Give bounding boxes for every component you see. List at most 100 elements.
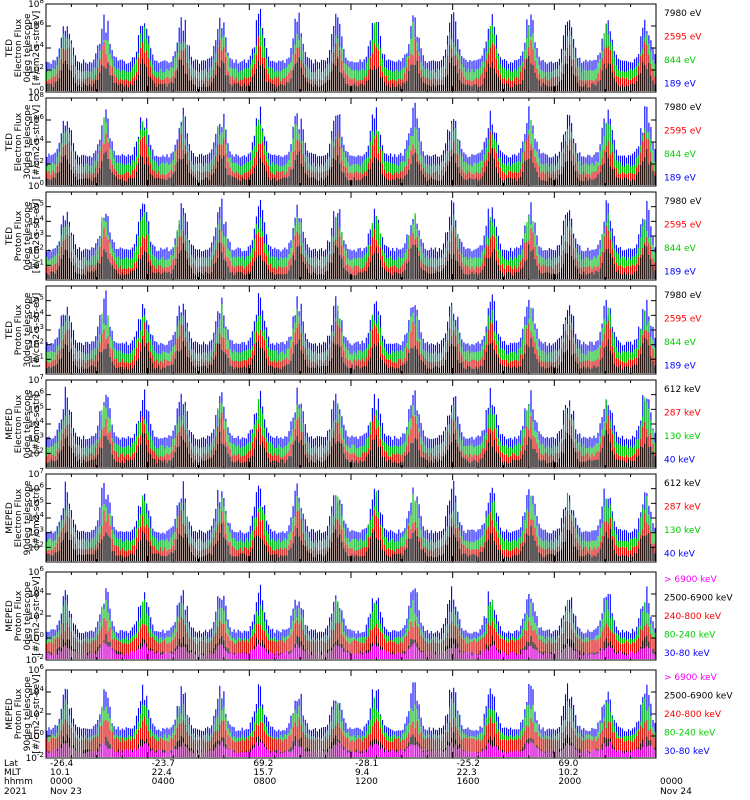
panel-3-legend-1: 7980 eV bbox=[664, 197, 702, 207]
panel-2-series-1-trace bbox=[46, 148, 656, 185]
panel-2-ytick-label: 102 bbox=[28, 157, 44, 170]
panel-7-ylabel-line-1: MEPED bbox=[5, 600, 15, 632]
panel-7-traces bbox=[46, 584, 656, 659]
panel-1-ylabel-line-2: Electron Flux bbox=[14, 18, 24, 77]
panel-7-ytick-label: 102 bbox=[28, 609, 44, 622]
panel-8-ytick-label: 10-2 bbox=[26, 751, 44, 764]
panel-6-ylabel-line-1: MEPED bbox=[5, 502, 15, 534]
panel-7-legend-3: 240-800 keV bbox=[664, 612, 722, 622]
panel-5-ylabel-line-4: [#/cm2-s-str] bbox=[32, 394, 42, 454]
panel-6-frame bbox=[45, 473, 657, 563]
panel-2-ytick-label: 108 bbox=[28, 91, 44, 104]
panel-8-ylabel-line-2: Proton Flux bbox=[14, 688, 24, 739]
panel-8-traces bbox=[46, 682, 656, 757]
panel-4-traces bbox=[46, 290, 656, 373]
panel-8: 10-2 100 102 104 106 MEPED Proton Flux 90deg te… bbox=[5, 663, 733, 764]
panel-3-ylabel-line-2: Proton Flux bbox=[14, 210, 24, 261]
panel-1-ytick-label: 106 bbox=[28, 19, 44, 32]
panel-6-legend-4: 40 keV bbox=[664, 550, 696, 560]
panel-2-traces bbox=[46, 102, 656, 185]
panel-6-ytick-label: 105 bbox=[28, 496, 44, 509]
footer-col-2-row-1: -23.7 bbox=[152, 759, 175, 769]
panel-5-ytick-label: 106 bbox=[28, 388, 44, 401]
panel-3-series-1-trace bbox=[46, 242, 656, 279]
panel-5-ytick-label: 105 bbox=[28, 402, 44, 415]
panel-1-ytick-label: 102 bbox=[28, 63, 44, 76]
panel-7-legend-5: 30-80 keV bbox=[664, 649, 710, 659]
panel-8-ytick-label: 104 bbox=[28, 685, 44, 698]
panel-2-frame bbox=[45, 97, 657, 187]
footer-col-5-row-3: 1600 bbox=[457, 777, 480, 787]
footer-col-7-row-3: 0000 bbox=[660, 777, 683, 787]
panel-2-legend-1: 7980 eV bbox=[664, 103, 702, 113]
panel-3-legend-2: 2595 eV bbox=[664, 221, 702, 231]
panel-4-legend-1: 7980 eV bbox=[664, 291, 702, 301]
panel-7: 10-2 100 102 104 106 MEPED Proton Flux 0deg tel… bbox=[5, 565, 733, 666]
panel-3-ylabel-line-3: 0deg telescope bbox=[23, 201, 33, 271]
panel-6-legend-2: 287 keV bbox=[664, 503, 701, 513]
panel-3-ytick-label: 105 bbox=[28, 200, 44, 213]
panel-8-ytick-label: 106 bbox=[28, 663, 44, 676]
panel-2-legend-4: 189 eV bbox=[664, 174, 697, 184]
footer-col-1-row-1: -26.4 bbox=[50, 759, 74, 769]
panel-1-ytick-label: 100 bbox=[28, 85, 44, 98]
footer-col-1-row-3: 0000 bbox=[50, 777, 73, 787]
footer-col-4-row-2: 9.4 bbox=[355, 768, 370, 778]
panel-5-series-1-trace bbox=[46, 430, 656, 467]
footer-col-1-row-4: Nov 23 bbox=[50, 787, 82, 797]
footer-row-label-mlt: MLT bbox=[4, 768, 22, 778]
panel-5-legend-3: 130 keV bbox=[664, 432, 701, 442]
panel-1-legend-4: 189 eV bbox=[664, 80, 697, 90]
panel-8-legend-4: 80-240 keV bbox=[664, 729, 716, 739]
panel-3-traces bbox=[46, 198, 656, 279]
panel-4-legend-3: 844 eV bbox=[664, 338, 697, 348]
panel-3-frame bbox=[45, 191, 657, 281]
panel-8-legend-1: > 6900 keV bbox=[664, 673, 718, 683]
panel-6-ytick-label: 102 bbox=[28, 540, 44, 553]
panel-7-legend-4: 80-240 keV bbox=[664, 631, 716, 641]
panel-1-series-1-trace bbox=[46, 55, 656, 91]
panel-4-ylabel-line-4: [#/cm2-s-str-eV] bbox=[32, 293, 42, 368]
panel-3-ytick-label: 101 bbox=[28, 258, 44, 271]
panel-5-ylabel-line-2: Electron Flux bbox=[14, 394, 24, 453]
panel-5-ytick-label: 103 bbox=[28, 432, 44, 445]
panel-2-ylabel-line-3: 30deg telescope bbox=[23, 104, 33, 179]
panel-8-legend-5: 30-80 keV bbox=[664, 747, 710, 757]
panel-1-ylabel-line-1: TED bbox=[5, 39, 15, 58]
panel-1-legend-1: 7980 eV bbox=[664, 9, 702, 19]
panel-4-frame bbox=[45, 285, 657, 375]
footer-col-3-row-2: 15.7 bbox=[253, 768, 273, 778]
panel-4-ytick-label: 104 bbox=[28, 308, 44, 321]
panel-3-ytick-label: 103 bbox=[28, 229, 44, 242]
panel-7-ytick-label: 100 bbox=[28, 631, 44, 644]
panel-5-legend-1: 612 keV bbox=[664, 385, 701, 395]
panel-6-legend-3: 130 keV bbox=[664, 526, 701, 536]
panel-5-frame bbox=[45, 379, 657, 469]
panel-1: 100 102 104 106 108 TED Electron Flux 0deg tele… bbox=[5, 0, 702, 98]
panel-7-ytick-label: 106 bbox=[28, 565, 44, 578]
panel-1-ylabel-line-3: 0deg telescope bbox=[23, 13, 33, 83]
footer-col-2-row-3: 0400 bbox=[152, 777, 175, 787]
panel-2-legend-3: 844 eV bbox=[664, 150, 697, 160]
panel-6-ylabel-line-4: [#/cm2-s-str] bbox=[32, 488, 42, 548]
footer-col-7-row-4: Nov 24 bbox=[660, 787, 692, 797]
panel-1-ytick-label: 104 bbox=[28, 41, 44, 54]
panel-6-legend-1: 612 keV bbox=[664, 479, 701, 489]
footer-row-label-hhmm: hhmm bbox=[4, 777, 33, 787]
panel-3-legend-4: 189 eV bbox=[664, 268, 697, 278]
footer-col-5-row-2: 22.3 bbox=[457, 768, 477, 778]
panel-7-legend-2: 2500-6900 keV bbox=[664, 594, 733, 604]
panel-7-legend-1: > 6900 keV bbox=[664, 575, 718, 585]
panel-6-series-1-trace bbox=[46, 523, 656, 561]
panel-5-legend-4: 40 keV bbox=[664, 456, 696, 466]
panel-1-frame bbox=[45, 3, 657, 93]
footer-col-6-row-1: 69.0 bbox=[558, 759, 578, 769]
footer-col-5-row-1: -25.2 bbox=[457, 759, 480, 769]
panel-2-ylabel-line-1: TED bbox=[5, 133, 15, 152]
panel-8-ytick-label: 102 bbox=[28, 707, 44, 720]
footer-row-label-lat: Lat bbox=[4, 759, 19, 769]
panel-5-ytick-label: 102 bbox=[28, 446, 44, 459]
